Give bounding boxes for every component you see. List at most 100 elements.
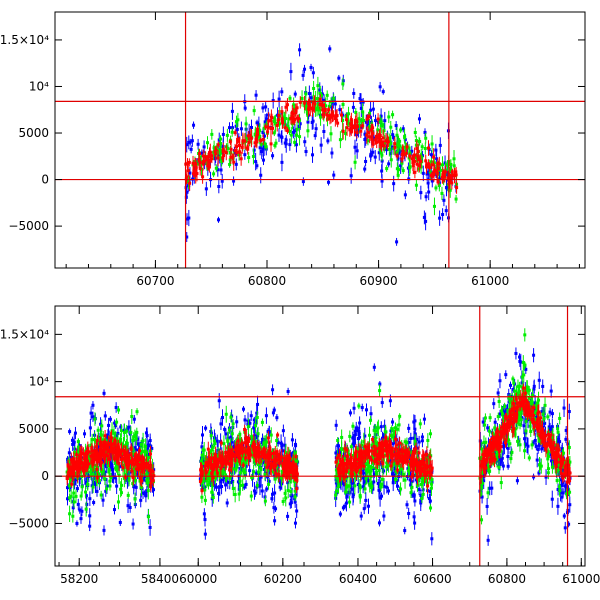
bottom-blue-point	[148, 439, 152, 443]
top-blue-point	[303, 67, 307, 71]
bottom-green-point	[200, 495, 204, 499]
top-green-point	[341, 102, 345, 106]
bottom-blue-point	[564, 437, 568, 441]
bottom-green-point	[112, 431, 116, 435]
top-green-point	[452, 157, 456, 161]
top-green-point	[418, 139, 422, 143]
top-green-point	[253, 132, 257, 136]
top-red-point	[451, 173, 455, 177]
top-green-point	[381, 123, 385, 127]
bottom-blue-point	[224, 483, 228, 487]
bottom-blue-point	[526, 444, 530, 448]
bottom-green-point	[68, 496, 72, 500]
top-red-point	[289, 116, 293, 120]
top-blue-point	[443, 161, 447, 165]
bottom-green-point	[348, 434, 352, 438]
top-red-point	[449, 177, 453, 181]
top-red-point	[345, 118, 349, 122]
bottom-green-point	[134, 437, 138, 441]
bottom-blue-point	[273, 519, 277, 523]
top-green-point	[219, 149, 223, 153]
top-red-point	[400, 157, 404, 161]
top-red-point	[264, 125, 268, 129]
bottom-blue-point	[144, 431, 148, 435]
top-blue-point	[303, 140, 307, 144]
bottom-blue-point	[511, 387, 515, 391]
bottom-blue-point	[77, 476, 81, 480]
bottom-green-point	[80, 485, 84, 489]
bottom-blue-point	[73, 481, 77, 485]
top-blue-point	[438, 143, 442, 147]
bottom-blue-point	[222, 466, 226, 470]
bottom-blue-point	[415, 437, 419, 441]
bottom-blue-point	[273, 491, 277, 495]
top-red-point	[321, 103, 325, 107]
top-blue-point	[430, 179, 434, 183]
bottom-green-point	[205, 479, 209, 483]
top-green-point	[403, 145, 407, 149]
top-green-point	[234, 120, 238, 124]
top-green-point	[344, 131, 348, 135]
top-red-point	[408, 154, 412, 158]
top-red-point	[454, 173, 458, 177]
bottom-green-point	[293, 451, 297, 455]
bottom-blue-point	[407, 426, 411, 430]
bottom-green-point	[144, 444, 148, 448]
top-red-point	[197, 158, 201, 162]
top-blue-point	[410, 149, 414, 153]
bottom-blue-point	[241, 407, 245, 411]
top-green-point	[398, 144, 402, 148]
top-red-point	[341, 129, 345, 133]
bottom-blue-point	[543, 421, 547, 425]
bottom-blue-point	[150, 446, 154, 450]
top-green-point	[366, 139, 370, 143]
top-blue-point	[289, 70, 293, 74]
bottom-blue-point	[114, 405, 118, 409]
top-blue-point	[280, 160, 284, 164]
bottom-blue-point	[407, 440, 411, 444]
bottom-blue-point	[114, 424, 118, 428]
top-red-point	[214, 152, 218, 156]
top-green-point	[272, 120, 276, 124]
bottom-green-point	[145, 478, 149, 482]
bottom-blue-point	[479, 442, 483, 446]
bottom-blue-point	[524, 367, 528, 371]
top-red-point	[318, 97, 322, 101]
bottom-green-point	[74, 494, 78, 498]
top-green-point	[289, 133, 293, 137]
bottom-blue-point	[254, 436, 258, 440]
top-blue-point	[307, 92, 311, 96]
bottom-green-point	[335, 463, 339, 467]
bottom-green-point	[211, 496, 215, 500]
top-red-point	[368, 135, 372, 139]
top-red-point	[415, 162, 419, 166]
top-green-point	[400, 161, 404, 165]
bottom-blue-point	[343, 504, 347, 508]
top-green-point	[325, 117, 329, 121]
bottom-blue-point	[203, 532, 207, 536]
top-blue-point	[249, 125, 253, 129]
bottom-blue-point	[271, 388, 275, 392]
bottom-blue-point	[482, 479, 486, 483]
top-xtick-label: 60700	[136, 274, 174, 288]
top-red-point	[195, 172, 199, 176]
bottom-green-point	[419, 482, 423, 486]
top-red-point	[318, 103, 322, 107]
top-red-point	[208, 159, 212, 163]
top-green-point	[295, 133, 299, 137]
top-blue-point	[271, 99, 275, 103]
bottom-blue-point	[360, 406, 364, 410]
bottom-blue-point	[76, 502, 80, 506]
bottom-green-point	[71, 514, 75, 518]
bottom-blue-point	[267, 430, 271, 434]
bottom-green-point	[76, 440, 80, 444]
bottom-blue-point	[290, 438, 294, 442]
top-green-point	[312, 86, 316, 90]
bottom-blue-point	[354, 426, 358, 430]
bottom-blue-point	[537, 471, 541, 475]
bottom-blue-point	[113, 421, 117, 425]
top-red-point	[350, 126, 354, 130]
top-green-point	[300, 96, 304, 100]
top-blue-point	[394, 124, 398, 128]
top-blue-point	[419, 191, 423, 195]
